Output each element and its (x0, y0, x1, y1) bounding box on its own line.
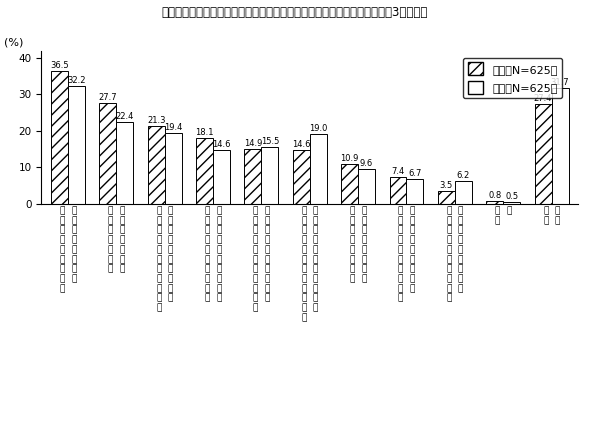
Text: 表２　冷凍食品の表示について、今後望むことや期待すること　（回答は3つまで）: 表２ 冷凍食品の表示について、今後望むことや期待すること （回答は3つまで） (162, 6, 428, 20)
Bar (213, 151, 230, 204)
Text: 6.7: 6.7 (408, 169, 422, 178)
Text: し
て
ほ
し
い
は
き
表: し て ほ し い は き 表 (71, 206, 76, 283)
Text: 14.6: 14.6 (212, 140, 231, 149)
Bar (341, 164, 358, 204)
Text: の: の (506, 206, 512, 215)
Text: 10.9: 10.9 (340, 154, 359, 163)
Text: を
増
や
し
て
ほ
し
い
の
示: を 増 や し て ほ し い の 示 (216, 206, 221, 303)
Text: 15.5: 15.5 (261, 137, 279, 146)
Bar (261, 147, 278, 204)
Text: 19.0: 19.0 (309, 124, 327, 134)
Text: 0.8: 0.8 (488, 190, 501, 200)
Text: 記
載
事
項
が
多
す
ぎ
の
少: 記 載 事 項 が 多 す ぎ の 少 (447, 206, 452, 303)
Text: 18.1: 18.1 (195, 128, 214, 137)
Bar (244, 149, 261, 204)
Bar (552, 88, 569, 204)
Text: 36.5: 36.5 (50, 61, 69, 70)
Text: そ
他: そ 他 (495, 206, 500, 225)
Bar (310, 134, 327, 204)
Bar (116, 122, 133, 204)
Text: な
く
し
て
ほ
し
い
る
で: な く し て ほ し い る で (458, 206, 463, 293)
Text: 9.6: 9.6 (360, 159, 373, 167)
Text: 3.5: 3.5 (440, 181, 453, 190)
Text: 0.5: 0.5 (505, 192, 518, 201)
Text: 14.9: 14.9 (244, 139, 262, 148)
Bar (407, 179, 424, 204)
Text: 保
存
方
法
を
か
や
く: 保 存 方 法 を か や く (350, 206, 355, 283)
Bar (389, 177, 407, 204)
Text: 製
造
工
場
名
と
所
在
地
を
っ: 製 造 工 場 名 と 所 在 地 を っ (156, 206, 162, 312)
Text: 21.3: 21.3 (147, 116, 165, 125)
Bar (68, 86, 85, 204)
Text: に
い: に い (555, 206, 560, 225)
Bar (165, 133, 182, 204)
Text: (%): (%) (4, 38, 23, 48)
Bar (438, 191, 455, 204)
Bar (503, 202, 520, 204)
Text: し
い
限
見
す
し
ほ: し い 限 見 す し ほ (119, 206, 124, 273)
Text: 特
な: 特 な (543, 206, 549, 225)
Bar (196, 138, 213, 204)
Bar (293, 151, 310, 204)
Text: す
く
し
て
ほ
し
い
わ
り: す く し て ほ し い わ り (409, 206, 415, 293)
Text: 6.2: 6.2 (457, 171, 470, 180)
Bar (148, 126, 165, 204)
Bar (358, 169, 375, 204)
Bar (51, 71, 68, 204)
Text: 調
理
方
法
を
図
な
ど
を
使
っ
い: 調 理 方 法 を 図 な ど を 使 っ い (301, 206, 307, 322)
Bar (455, 181, 472, 204)
Text: の
で
大
き
く
し
て
ほ
し
ぎ: の で 大 き く し て ほ し ぎ (264, 206, 270, 303)
Text: わ
か
り
や
す
く
し
て
ほ
し
て: わ か り や す く し て ほ し て (313, 206, 318, 312)
Bar (535, 104, 552, 204)
Text: て
ほ
し
い
わ
り
す
し: て ほ し い わ り す し (361, 206, 366, 283)
Text: 原
料
原
産
地
を
っ
り
示: 原 料 原 産 地 を っ り 示 (60, 206, 65, 293)
Legend: 女性〈N=625〉, 男性〈N=625〉: 女性〈N=625〉, 男性〈N=625〉 (463, 58, 562, 98)
Text: ア
レ
ル
ギ
ー
表
示
を
か
や: ア レ ル ギ ー 表 示 を か や (398, 206, 404, 303)
Text: 22.4: 22.4 (116, 112, 134, 121)
Text: 32.2: 32.2 (67, 76, 86, 85)
Bar (486, 201, 503, 204)
Text: カ
ロ
リ
ー
や
栄
養
成
分
表: カ ロ リ ー や 栄 養 成 分 表 (205, 206, 210, 303)
Text: 19.4: 19.4 (164, 123, 182, 132)
Text: 記
載
事
項
の
字
が
小
さ
す
る: 記 載 事 項 の 字 が 小 さ す る (253, 206, 258, 312)
Text: 7.4: 7.4 (391, 167, 405, 176)
Text: 賞
味
期
を
や
く
て: 賞 味 期 を や く て (108, 206, 113, 273)
Text: 27.7: 27.7 (99, 93, 117, 102)
Text: 31.7: 31.7 (550, 78, 569, 87)
Text: 27.4: 27.4 (534, 94, 552, 103)
Text: 14.6: 14.6 (292, 140, 310, 149)
Bar (99, 103, 116, 204)
Text: き
り
表
示
し
て
ほ
し
い
は: き り 表 示 し て ほ し い は (168, 206, 173, 303)
